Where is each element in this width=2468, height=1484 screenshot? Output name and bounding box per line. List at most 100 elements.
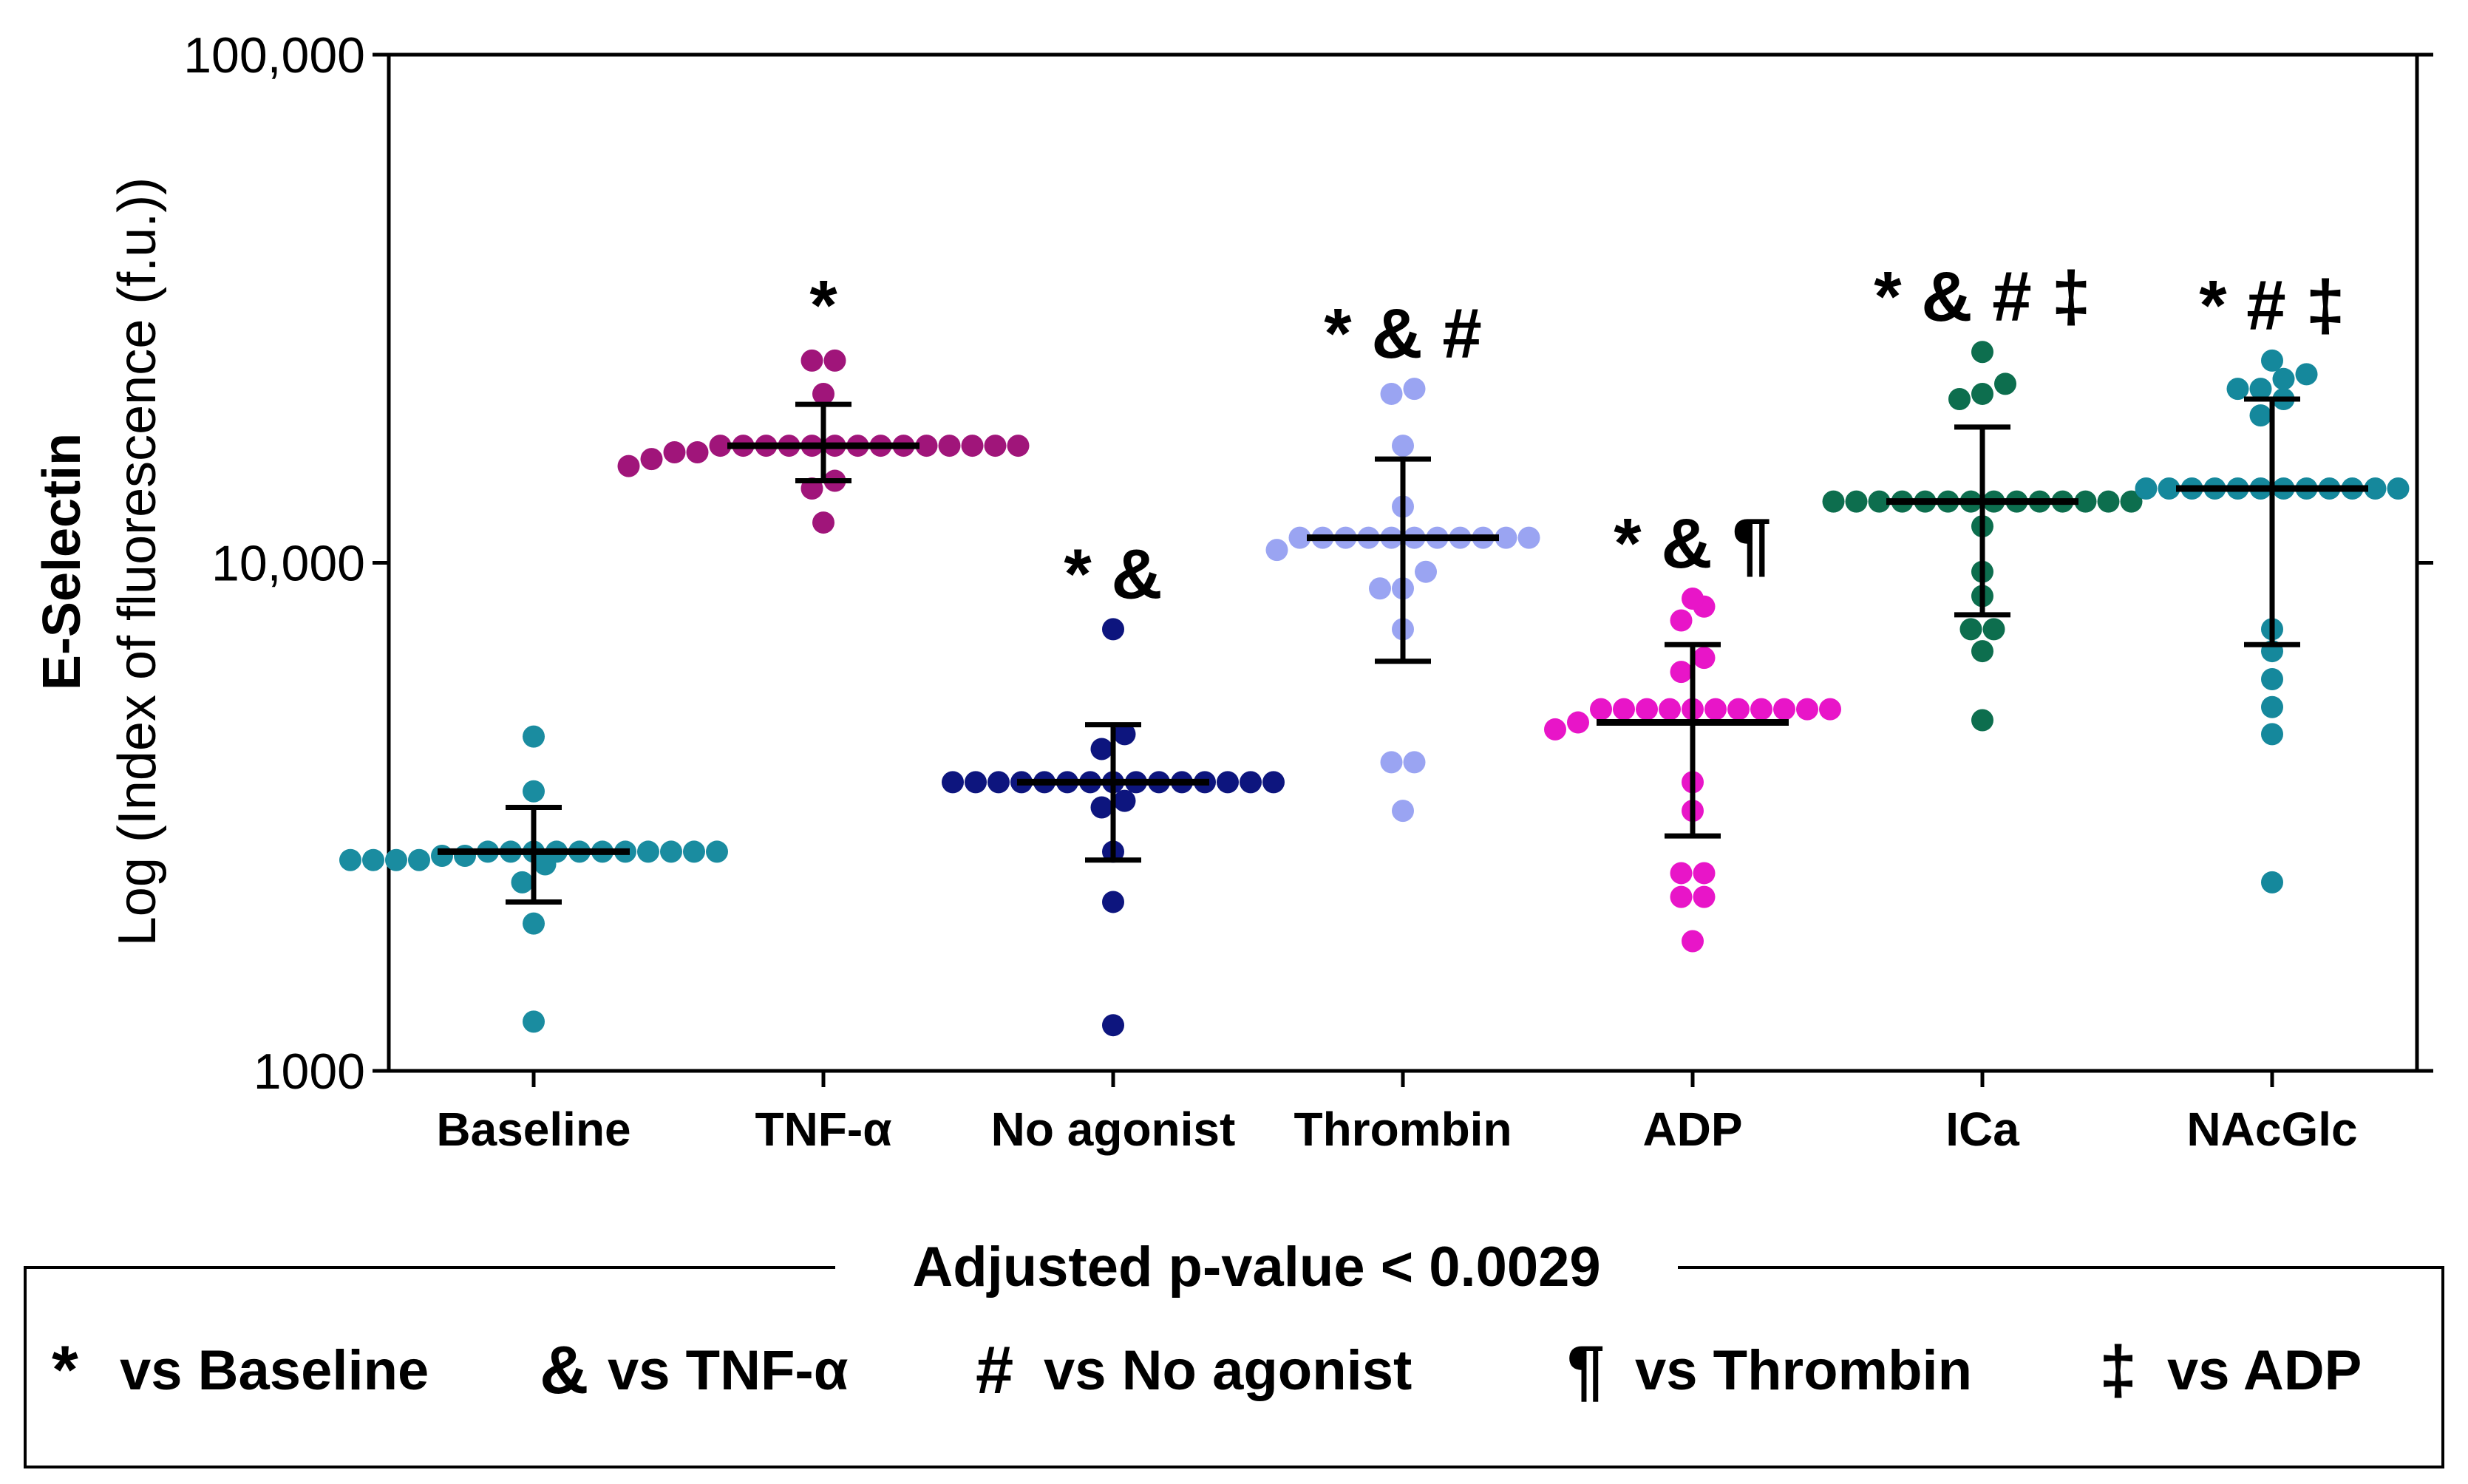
- data-point: [663, 440, 686, 463]
- data-point: [1113, 723, 1136, 746]
- data-point: [1659, 698, 1681, 721]
- data-point: [965, 771, 987, 794]
- data-point: [1670, 862, 1693, 885]
- data-point: [2272, 367, 2295, 390]
- legend-symbol: ‡: [2099, 1332, 2137, 1408]
- legend-symbol: &: [540, 1332, 588, 1408]
- data-point: [2074, 490, 2097, 513]
- legend-symbol: *: [52, 1332, 78, 1408]
- data-point: [1948, 387, 1971, 410]
- data-point: [1090, 796, 1113, 819]
- data-point: [1288, 526, 1311, 549]
- legend-item: # vs No agonist: [976, 1332, 1412, 1408]
- group-1: *: [617, 266, 1030, 534]
- data-point: [1240, 771, 1262, 794]
- data-point: [1971, 382, 1993, 405]
- data-point: [2387, 477, 2410, 500]
- significance-label: *: [809, 266, 837, 345]
- data-point: [1994, 372, 2016, 395]
- y-axis-ticks: 1000 10,000 100,000: [183, 27, 2433, 1100]
- data-groups: * * & * & # * & ¶ * & # ‡ * # ‡: [339, 257, 2410, 1037]
- data-point: [1613, 698, 1635, 721]
- data-point: [1265, 539, 1288, 562]
- y-tick-label: 1000: [254, 1044, 365, 1100]
- data-point: [812, 382, 834, 405]
- data-point: [2261, 668, 2283, 691]
- data-point: [1403, 378, 1426, 401]
- data-point: [362, 848, 384, 871]
- x-axis-tick-labels: Baseline TNF-α No agonist Thrombin ADP ICa NAc…: [436, 1071, 2358, 1156]
- legend-title: Adjusted p-value < 0.0029: [912, 1236, 1600, 1298]
- data-point: [511, 871, 534, 894]
- data-point: [523, 725, 545, 748]
- group-4: * & ¶: [1544, 504, 1841, 953]
- data-point: [1517, 526, 1540, 549]
- legend-label: vs No agonist: [1044, 1339, 1412, 1402]
- data-point: [987, 771, 1010, 794]
- data-point: [1102, 1014, 1124, 1037]
- data-point: [2249, 378, 2272, 401]
- data-point: [1693, 885, 1716, 908]
- data-point: [1495, 526, 1517, 549]
- significance-label: * & ¶: [1614, 504, 1771, 583]
- data-point: [800, 349, 823, 372]
- data-point: [938, 435, 961, 457]
- group-5: * & # ‡: [1822, 257, 2143, 732]
- legend-label: vs TNF-α: [608, 1339, 848, 1402]
- data-point: [637, 840, 659, 863]
- data-point: [1868, 490, 1891, 513]
- data-point: [523, 780, 545, 803]
- y-axis-label: Log (Index of fluorescence (f.u.)): [108, 177, 167, 947]
- data-point: [1971, 640, 1993, 663]
- data-point: [686, 440, 709, 463]
- data-point: [1102, 891, 1124, 913]
- x-tick-label: NAcGlc: [2186, 1103, 2357, 1156]
- data-point: [523, 1010, 545, 1033]
- data-point: [1750, 698, 1772, 721]
- data-point: [1959, 618, 1982, 641]
- legend: * vs Baseline & vs TNF-α # vs No agonist ¶ vs T…: [52, 1332, 2362, 1408]
- data-point: [454, 845, 476, 868]
- legend-item: ‡ vs ADP: [2099, 1332, 2362, 1408]
- data-point: [2249, 404, 2272, 427]
- data-point: [1262, 771, 1285, 794]
- y-tick-label: 100,000: [183, 27, 365, 84]
- data-point: [1544, 718, 1566, 741]
- data-point: [2261, 723, 2283, 746]
- data-point: [1845, 490, 1868, 513]
- data-point: [640, 448, 663, 471]
- data-point: [617, 455, 640, 477]
- data-point: [961, 435, 984, 457]
- significance-label: * # ‡: [2199, 266, 2345, 345]
- legend-symbol: #: [976, 1332, 1013, 1408]
- legend-title-gap: [835, 1256, 1678, 1282]
- data-point: [1670, 609, 1693, 632]
- x-tick-label: TNF-α: [755, 1103, 891, 1156]
- data-point: [683, 840, 705, 863]
- data-point: [706, 840, 728, 863]
- data-point: [1971, 341, 1993, 364]
- data-point: [1415, 560, 1437, 583]
- data-point: [431, 845, 453, 868]
- data-point: [1113, 789, 1136, 812]
- significance-label: * &: [1064, 534, 1162, 613]
- data-point: [1819, 698, 1841, 721]
- data-point: [1590, 698, 1612, 721]
- data-point: [1971, 709, 1993, 732]
- data-point: [1392, 435, 1414, 457]
- legend-item: * vs Baseline: [52, 1332, 429, 1408]
- data-point: [709, 435, 732, 457]
- legend-label: vs Baseline: [120, 1339, 429, 1402]
- x-tick-label: No agonist: [991, 1103, 1236, 1156]
- x-tick-label: Thrombin: [1294, 1103, 1512, 1156]
- data-point: [1403, 751, 1426, 774]
- data-point: [1090, 738, 1113, 760]
- data-point: [984, 435, 1007, 457]
- data-point: [1727, 698, 1750, 721]
- data-point: [942, 771, 964, 794]
- legend-label: vs Thrombin: [1635, 1339, 1972, 1402]
- data-point: [2226, 378, 2249, 401]
- data-point: [915, 435, 938, 457]
- data-point: [823, 349, 846, 372]
